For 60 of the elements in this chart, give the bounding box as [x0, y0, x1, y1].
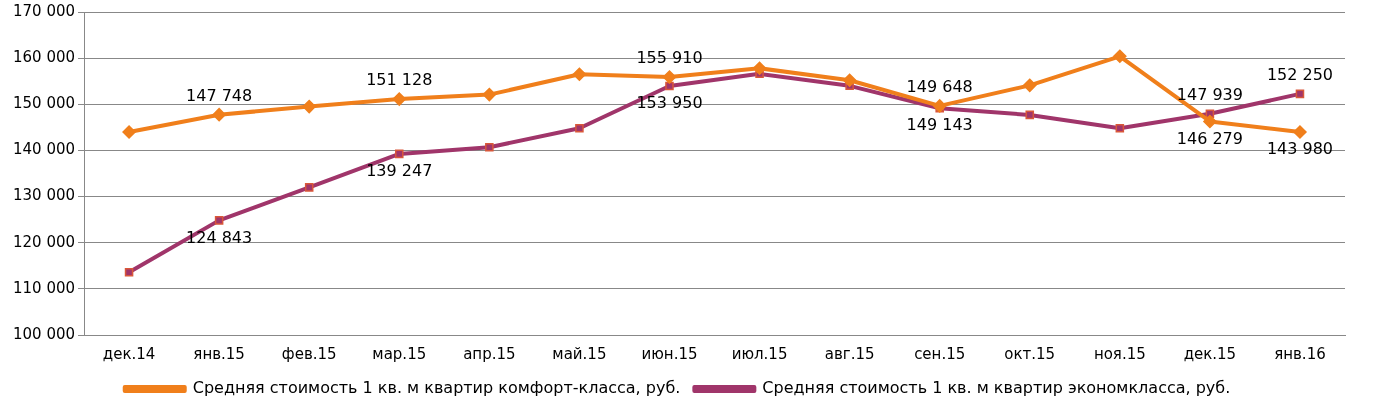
y-tick-label: 160 000	[13, 48, 76, 67]
point	[214, 216, 224, 225]
data-label: 155 910	[636, 48, 703, 68]
point	[1203, 114, 1217, 129]
y-tick-label: 110 000	[13, 278, 76, 297]
legend-label: Средняя стоимость 1 кв. м квартир комфорт-класса, руб.	[192, 378, 681, 398]
point	[842, 73, 857, 88]
data-label: 149 143	[906, 115, 973, 135]
point	[1295, 89, 1305, 99]
data-label: 149 648	[906, 77, 973, 97]
data-label: 153 950	[636, 93, 703, 113]
data-label: 139 247	[366, 161, 433, 181]
x-tick-label: ноя.15	[1093, 344, 1146, 363]
x-tick-label: фев.15	[281, 344, 337, 363]
y-tick-label: 100 000	[13, 324, 76, 343]
point	[752, 61, 767, 76]
y-tick-label: 120 000	[13, 232, 76, 251]
data-label: 147 939	[1176, 84, 1243, 104]
y-tick-label: 170 000	[13, 1, 76, 20]
point	[122, 125, 136, 139]
point	[302, 99, 316, 114]
point	[1115, 123, 1125, 133]
x-tick-label: май.15	[552, 344, 607, 363]
point	[662, 70, 677, 84]
data-label: 151 128	[366, 70, 433, 90]
x-tick-label: июл.15	[731, 344, 788, 363]
data-label: 143 980	[1266, 139, 1334, 159]
x-tick-label: янв.16	[1274, 344, 1326, 363]
point	[932, 99, 947, 113]
y-tick-label: 140 000	[13, 140, 76, 159]
x-tick-label: дек.15	[1183, 344, 1237, 363]
y-tick-label: 130 000	[13, 186, 76, 205]
data-label: 124 843	[186, 227, 253, 247]
x-tick-label: мар.15	[372, 344, 427, 363]
legend-label: Средняя стоимость 1 кв. м квартир экономкласса, руб.	[762, 378, 1231, 398]
x-tick-label: янв.15	[193, 344, 245, 363]
data-label: 146 279	[1176, 128, 1243, 148]
point	[665, 81, 674, 91]
point	[392, 92, 407, 106]
point	[1023, 78, 1037, 93]
x-tick-label: июн.15	[641, 344, 698, 363]
data-label: 152 250	[1266, 65, 1334, 85]
point	[482, 87, 497, 102]
y-tick-label: 150 000	[13, 94, 76, 113]
point	[212, 107, 226, 122]
point	[394, 149, 404, 159]
point	[124, 267, 134, 277]
point	[1025, 110, 1035, 120]
x-tick-label: апр.15	[463, 344, 516, 363]
x-tick-label: авг.15	[824, 344, 875, 363]
data-label: 147 748	[186, 85, 253, 105]
point	[1293, 125, 1307, 139]
point	[1113, 49, 1127, 64]
x-tick-label: окт.15	[1004, 344, 1056, 363]
x-tick-label: сен.15	[914, 344, 966, 363]
point	[572, 67, 587, 82]
point	[485, 142, 494, 152]
point	[575, 123, 584, 133]
point	[304, 183, 314, 192]
x-tick-label: дек.14	[102, 344, 156, 363]
